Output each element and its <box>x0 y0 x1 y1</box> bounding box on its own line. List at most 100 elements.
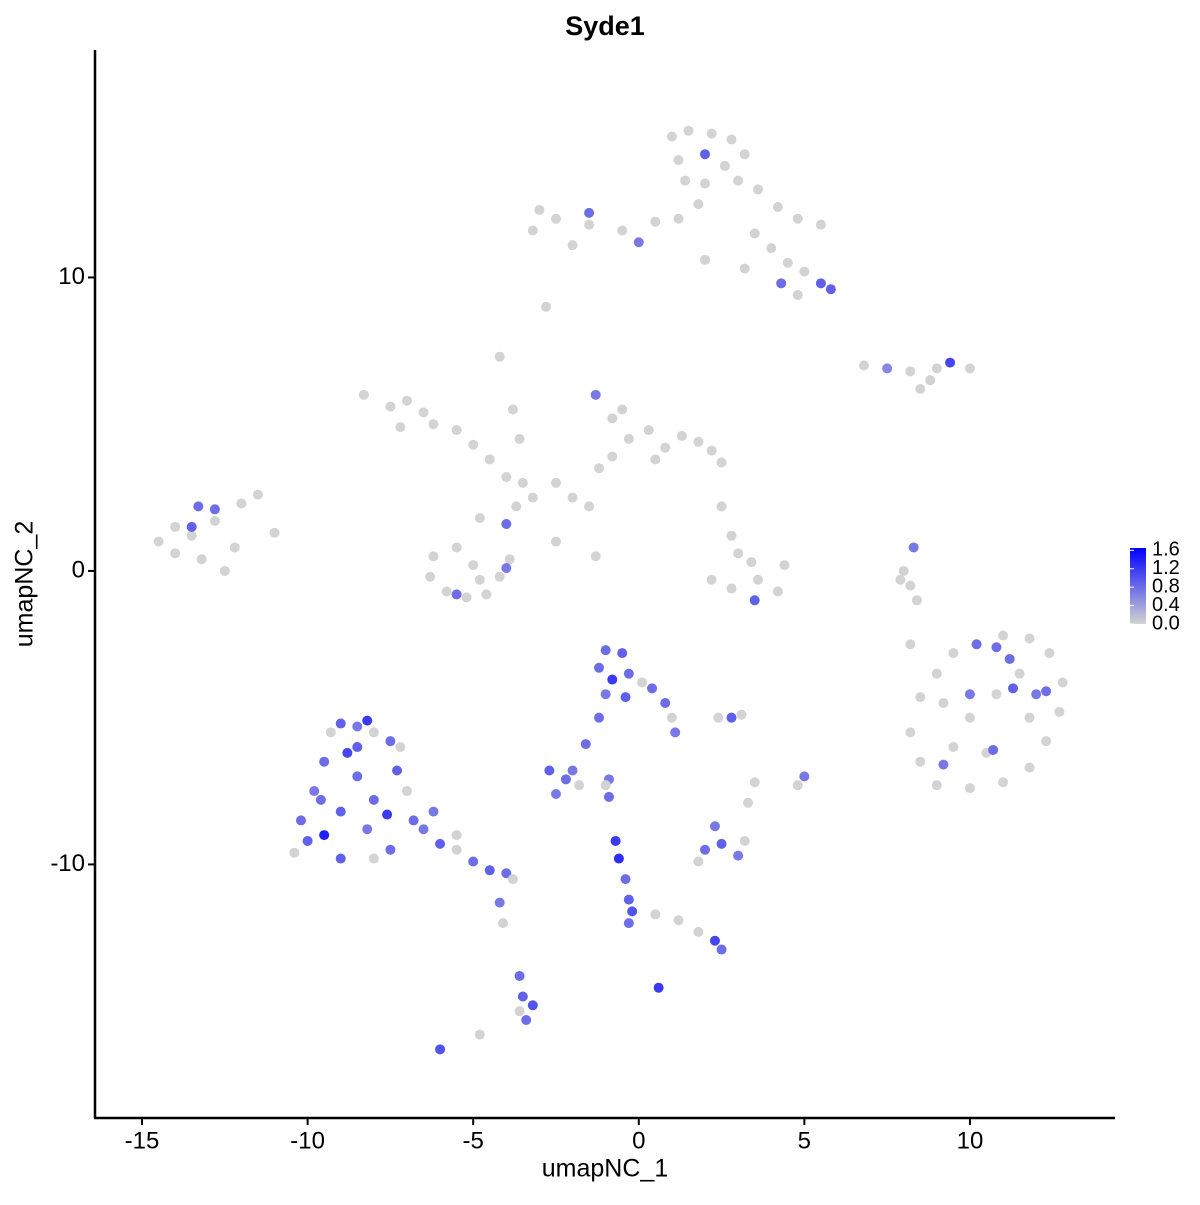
point <box>428 551 439 562</box>
colorbar-tick-label: 0.0 <box>1152 612 1180 634</box>
point <box>610 835 621 846</box>
point <box>451 830 462 841</box>
point <box>948 648 959 659</box>
point <box>743 797 754 808</box>
point <box>550 788 561 799</box>
point <box>706 445 717 456</box>
point <box>673 213 684 224</box>
point <box>825 284 836 295</box>
point <box>948 742 959 753</box>
point <box>719 160 730 171</box>
point <box>441 586 452 597</box>
point <box>468 560 479 571</box>
point <box>550 213 561 224</box>
point <box>362 824 373 835</box>
point <box>600 780 611 791</box>
point <box>252 489 263 500</box>
point <box>501 563 512 574</box>
point <box>309 786 320 797</box>
point <box>700 178 711 189</box>
point <box>905 366 916 377</box>
point <box>726 583 737 594</box>
point <box>650 216 661 227</box>
point <box>395 742 406 753</box>
point <box>650 454 661 465</box>
point <box>1024 762 1035 773</box>
point <box>905 727 916 738</box>
point <box>739 263 750 274</box>
point <box>623 894 634 905</box>
point <box>706 574 717 585</box>
point <box>739 149 750 160</box>
point <box>749 595 760 606</box>
point <box>653 982 664 993</box>
point <box>1014 668 1025 679</box>
point <box>792 213 803 224</box>
point <box>693 856 704 867</box>
point <box>660 442 671 453</box>
point <box>385 736 396 747</box>
chart-title: Syde1 <box>565 11 645 41</box>
point <box>1057 677 1068 688</box>
point <box>428 419 439 430</box>
point <box>584 501 595 512</box>
point <box>998 777 1009 788</box>
point <box>550 536 561 547</box>
point <box>792 290 803 301</box>
point <box>319 756 330 767</box>
point <box>335 853 346 864</box>
point <box>368 794 379 805</box>
point <box>709 821 720 832</box>
point <box>517 991 528 1002</box>
point <box>435 838 446 849</box>
point <box>633 237 644 248</box>
point <box>733 850 744 861</box>
colorbar-tick-label: 0.8 <box>1152 575 1180 597</box>
x-axis-label: umapNC_1 <box>542 1155 668 1183</box>
point <box>683 125 694 136</box>
point <box>607 674 618 685</box>
point <box>567 492 578 503</box>
point <box>931 363 942 374</box>
point <box>461 592 472 603</box>
point <box>925 375 936 386</box>
point <box>170 548 181 559</box>
point <box>468 856 479 867</box>
point <box>964 689 975 700</box>
point <box>342 747 353 758</box>
point <box>507 404 518 415</box>
point <box>514 433 525 444</box>
point <box>401 395 412 406</box>
point <box>782 257 793 268</box>
point <box>527 225 538 236</box>
point <box>858 360 869 371</box>
y-tick-label: -10 <box>50 850 85 877</box>
point <box>514 970 525 981</box>
point <box>428 806 439 817</box>
point <box>931 668 942 679</box>
point <box>594 712 605 723</box>
point <box>481 589 492 600</box>
point <box>534 204 545 215</box>
point <box>451 542 462 553</box>
point <box>236 498 247 509</box>
point <box>603 791 614 802</box>
point <box>541 301 552 312</box>
point <box>931 780 942 791</box>
point <box>484 454 495 465</box>
point <box>527 1000 538 1011</box>
point <box>229 542 240 553</box>
point <box>1004 653 1015 664</box>
point <box>315 794 326 805</box>
point <box>680 175 691 186</box>
point <box>733 548 744 559</box>
point <box>418 407 429 418</box>
point <box>799 266 810 277</box>
point <box>567 765 578 776</box>
point <box>617 404 628 415</box>
point <box>623 918 634 929</box>
point <box>792 780 803 791</box>
point <box>670 727 681 738</box>
point <box>613 853 624 864</box>
